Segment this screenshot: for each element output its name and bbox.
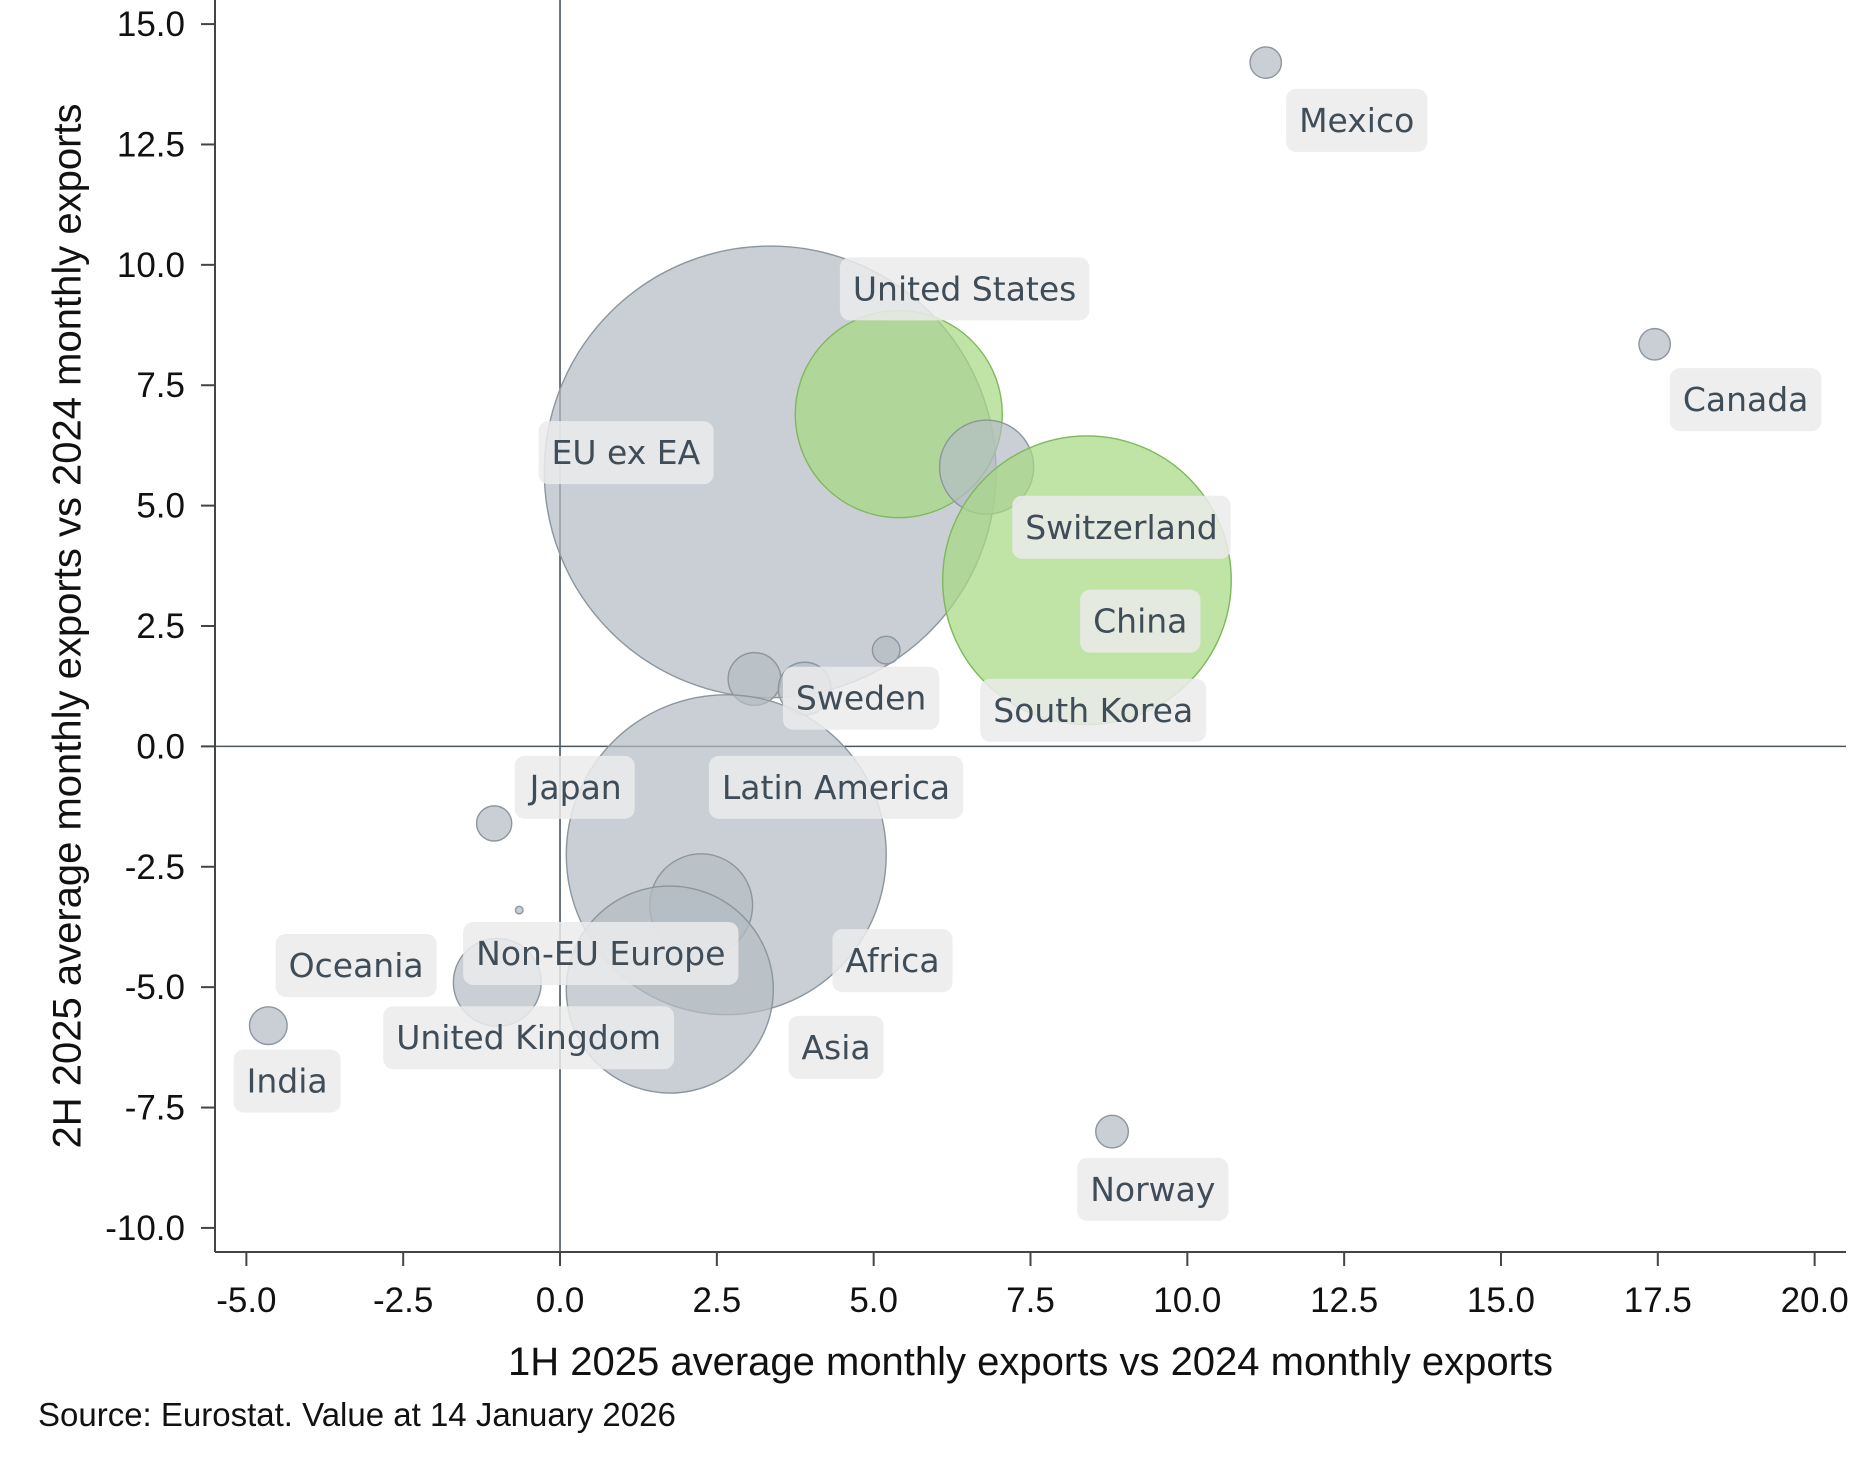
point-label: Switzerland xyxy=(1012,495,1231,559)
label-text: Canada xyxy=(1683,380,1809,419)
y-tick-label: 5.0 xyxy=(136,487,185,526)
label-box xyxy=(980,678,1207,742)
point-label: United States xyxy=(839,257,1090,321)
y-tick-label: 0.0 xyxy=(136,727,185,766)
y-tick-label: 15.0 xyxy=(117,5,185,44)
x-tick-label: 15.0 xyxy=(1467,1281,1535,1320)
x-tick-label: -5.0 xyxy=(216,1281,276,1320)
label-box xyxy=(275,933,437,997)
label-box xyxy=(1012,495,1231,559)
label-text: China xyxy=(1093,602,1187,641)
point-label: Latin America xyxy=(708,755,964,819)
x-tick-label: 5.0 xyxy=(849,1281,898,1320)
x-tick-label: 20.0 xyxy=(1781,1281,1849,1320)
label-text: United Kingdom xyxy=(396,1018,661,1057)
point-label: Canada xyxy=(1669,368,1822,432)
label-text: Japan xyxy=(528,768,622,807)
label-text: EU ex EA xyxy=(552,433,701,472)
y-tick-label: 7.5 xyxy=(136,366,185,405)
bubble-chart: Mexico Canada United States EU ex EA Switzer… xyxy=(46,0,1849,1384)
bubble xyxy=(871,635,901,665)
label-box xyxy=(708,755,964,819)
point-label: South Korea xyxy=(980,678,1207,742)
label-text: Switzerland xyxy=(1025,508,1218,547)
point-labels: Mexico Canada United States EU ex EA Switzer… xyxy=(233,88,1822,1221)
bubble xyxy=(1638,327,1672,361)
label-box xyxy=(538,421,714,485)
point-label: India xyxy=(233,1049,341,1113)
y-tick-label: -2.5 xyxy=(125,848,185,887)
label-text: Norway xyxy=(1090,1170,1215,1209)
point-label: Sweden xyxy=(782,666,940,730)
point-label: EU ex EA xyxy=(538,421,714,485)
label-text: Latin America xyxy=(722,768,950,807)
point-label: Oceania xyxy=(275,933,437,997)
x-tick-label: -2.5 xyxy=(373,1281,433,1320)
label-text: Oceania xyxy=(289,946,424,985)
label-box xyxy=(1080,589,1201,653)
x-tick-label: 17.5 xyxy=(1624,1281,1692,1320)
point-label: United Kingdom xyxy=(383,1006,675,1070)
y-axis-title: 2H 2025 average monthly exports vs 2024 … xyxy=(46,103,90,1148)
label-text: Sweden xyxy=(796,679,926,718)
bubble xyxy=(1095,1114,1130,1149)
x-axis-title: 1H 2025 average monthly exports vs 2024 … xyxy=(508,1340,1553,1384)
label-box xyxy=(782,666,940,730)
y-tick-label: -10.0 xyxy=(105,1209,185,1248)
bubble xyxy=(248,1006,288,1046)
x-tick-label: 2.5 xyxy=(693,1281,742,1320)
y-tick-label: 2.5 xyxy=(136,607,185,646)
label-text: India xyxy=(247,1062,328,1101)
point-label: Africa xyxy=(832,929,953,993)
y-tick-label: 12.5 xyxy=(117,125,185,164)
point-label: Asia xyxy=(788,1015,884,1079)
label-text: Non-EU Europe xyxy=(476,934,725,973)
y-tick-label: -7.5 xyxy=(125,1089,185,1128)
bubble xyxy=(514,905,524,915)
label-box xyxy=(1286,88,1428,152)
label-text: Asia xyxy=(801,1028,870,1067)
source-note: Source: Eurostat. Value at 14 January 20… xyxy=(38,1396,676,1433)
y-tick-label: 10.0 xyxy=(117,246,185,285)
label-box xyxy=(233,1049,341,1113)
point-label: Japan xyxy=(514,755,635,819)
point-label: China xyxy=(1080,589,1201,653)
label-box xyxy=(463,921,739,985)
point-label: Norway xyxy=(1077,1157,1229,1221)
bubble xyxy=(475,805,513,842)
label-text: Africa xyxy=(845,941,939,980)
label-box xyxy=(788,1015,884,1079)
label-box xyxy=(1669,368,1822,432)
x-tick-label: 0.0 xyxy=(536,1281,585,1320)
axes: -5.0 -2.5 0.0 2.5 5.0 7.5 10.0 12.5 15.0 17.5 20.0… xyxy=(105,0,1849,1320)
label-box xyxy=(1077,1157,1229,1221)
label-text: United States xyxy=(853,269,1076,308)
x-tick-label: 12.5 xyxy=(1310,1281,1378,1320)
bubble xyxy=(1249,46,1283,79)
x-tick-label: 7.5 xyxy=(1006,1281,1055,1320)
x-tick-label: 10.0 xyxy=(1153,1281,1221,1320)
label-box xyxy=(514,755,635,819)
point-label: Non-EU Europe xyxy=(463,921,739,985)
label-box xyxy=(839,257,1090,321)
bubble-series xyxy=(248,46,1672,1149)
point-label: Mexico xyxy=(1286,88,1428,152)
y-tick-label: -5.0 xyxy=(125,968,185,1007)
label-text: South Korea xyxy=(993,691,1193,730)
label-box xyxy=(383,1006,675,1070)
label-box xyxy=(832,929,953,993)
label-text: Mexico xyxy=(1299,101,1414,140)
